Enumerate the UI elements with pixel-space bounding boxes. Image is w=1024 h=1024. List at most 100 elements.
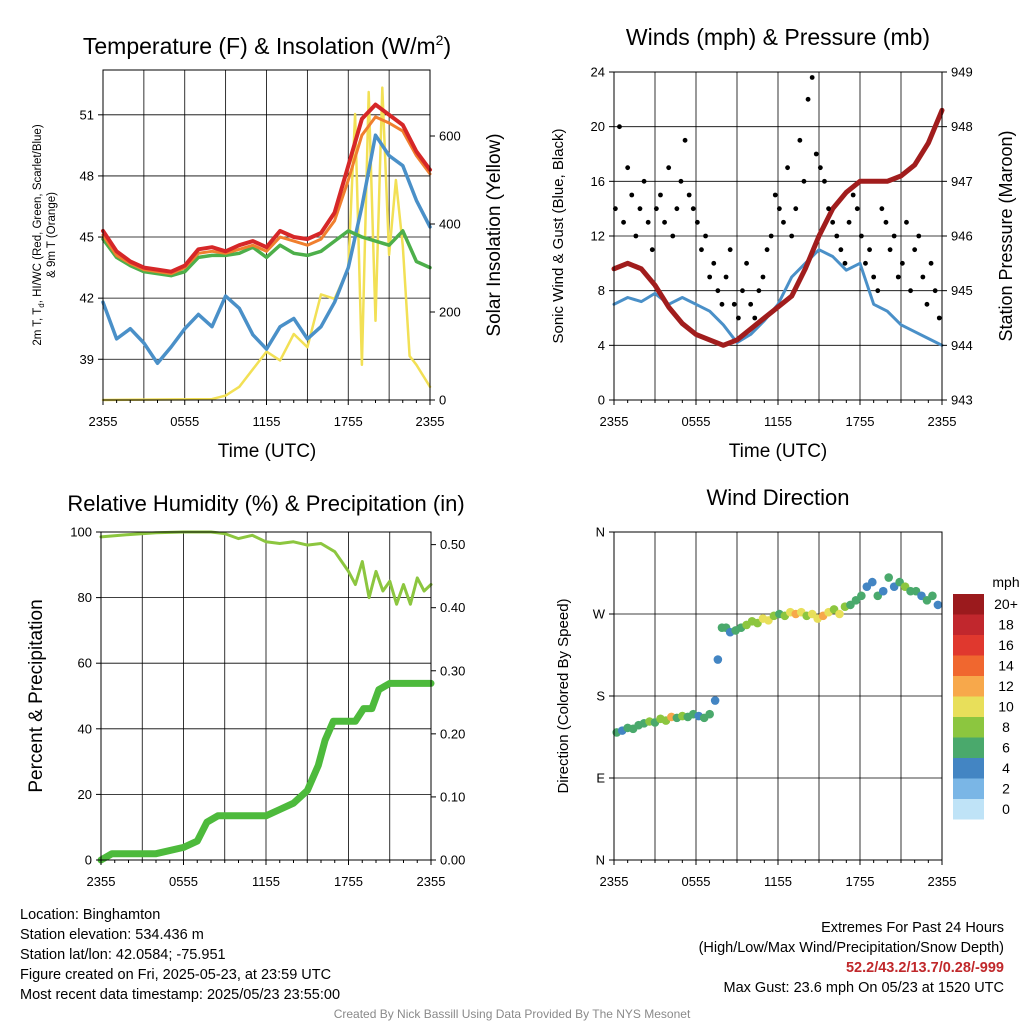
wind-gust-point (789, 233, 795, 239)
extremes-values: 52.2/43.2/13.7/0.28/-999 (845, 960, 1004, 976)
humidity-ylabel-left: Percent & Precipitation (26, 599, 47, 792)
humidity-series (97, 530, 435, 864)
temperature-xtick-label: 1755 (334, 414, 363, 429)
temperature-ylabel-right: Solar Insolation (Yellow) (484, 133, 505, 336)
winds-xlabel: Time (UTC) (729, 441, 828, 462)
wind-gust-point (658, 192, 663, 198)
humidity-ticks: 0 20 40 60 80 100 0.00 0.10 0.20 0.30 0.40 0.50 2355… (70, 525, 465, 890)
wind-gust-point (895, 274, 901, 280)
direction-ytick-label: W (593, 607, 606, 622)
wind-gust-point (756, 288, 762, 294)
colorbar-swatch (953, 737, 984, 758)
wind-gust-point (805, 96, 811, 102)
direction-xtick-label: 1155 (764, 874, 792, 889)
wind-gust-point (690, 206, 696, 212)
colorbar-swatch (953, 696, 984, 717)
wind-gust-point (813, 151, 819, 157)
direction-grid (614, 532, 942, 860)
winds-xtick-label: 0555 (682, 414, 711, 429)
created-text: Figure created on Fri, 2025-05-23, at 23… (20, 967, 332, 983)
wind-gust-point (904, 219, 909, 225)
wind-gust-point (887, 247, 893, 253)
wind-gust-point (850, 192, 856, 198)
humidity-humidity-line (99, 530, 433, 606)
wind-gust-point (772, 192, 778, 198)
wind-gust-point (674, 206, 680, 212)
recent-data-text: Most recent data timestamp: 2025/05/23 2… (20, 987, 341, 1003)
wind-gust-point (662, 219, 667, 225)
winds-ylabel-left: Sonic Wind & Gust (Blue, Black) (550, 128, 567, 343)
wind-gust-point (830, 219, 836, 225)
temperature-ytick-label: 48 (80, 168, 94, 183)
temperature-ytick-label: 51 (80, 107, 94, 122)
winds-xtick-label: 1155 (764, 414, 792, 429)
colorbar-level-label: 8 (1002, 719, 1010, 735)
winds-title: Winds (mph) & Pressure (mb) (626, 24, 930, 50)
humidity-ytick-right-label: 0.10 (440, 789, 465, 804)
speed-colorbar: mph 20+ 18 16 14 12 10 8 6 4 2 0 (953, 574, 1020, 820)
wind-gust-point (629, 192, 635, 198)
direction-series (612, 573, 943, 737)
humidity-precipitation-line (97, 679, 435, 864)
temperature-ytick-right-label: 0 (439, 393, 446, 408)
humidity-ytick-right-label: 0.00 (440, 853, 465, 868)
direction-panel: Wind Direction N E S W N 2355 0555 1155 1755 2355… (555, 485, 1020, 889)
wind-gust-point (637, 206, 643, 212)
direction-xtick-label: 0555 (682, 874, 711, 889)
direction-point (878, 586, 888, 596)
winds-ytick-label: 4 (598, 338, 605, 353)
humidity-title: Relative Humidity (%) & Precipitation (i… (67, 491, 464, 516)
colorbar-level-label: 4 (1002, 760, 1010, 776)
wind-gust-point (842, 260, 848, 266)
wind-gust-point (936, 315, 942, 321)
direction-ytick-label: N (596, 525, 605, 540)
temperature-panel: Temperature (F) & Insolation (W/m2) 39 42… (32, 32, 505, 462)
colorbar-level-label: 14 (998, 658, 1014, 674)
temperature-ytick-right-label: 600 (439, 129, 461, 144)
temperature-ylabel-left: 2m T, Td, HI/WC (Red, Green, Scarlet/Blu… (32, 124, 46, 345)
winds-ytick-right-label: 946 (951, 229, 973, 244)
winds-series (611, 75, 945, 348)
wind-gust-point (776, 206, 782, 212)
winds-ytick-right-label: 948 (951, 119, 973, 134)
colorbar-level-label: 10 (998, 699, 1014, 715)
wind-gust-point (912, 247, 918, 253)
colorbar-swatch (953, 778, 984, 799)
direction-point (710, 696, 720, 705)
colorbar-swatch (953, 758, 984, 779)
wind-gust-point (707, 274, 713, 280)
wind-gust-point (711, 260, 717, 266)
temperature-grid (103, 70, 430, 400)
wind-gust-point (826, 206, 831, 212)
direction-point (857, 591, 866, 601)
location-text: Location: Binghamton (20, 907, 161, 923)
temperature-ytick-label: 45 (80, 230, 94, 245)
wind-gust-point (793, 206, 799, 212)
elevation-text: Station elevation: 534.436 m (20, 927, 204, 943)
direction-point (835, 609, 844, 619)
wind-gust-point (727, 247, 733, 253)
wind-gust-point (694, 219, 700, 225)
wind-gust-point (653, 206, 659, 212)
wind-gust-point (670, 233, 676, 239)
colorbar-level-label: 0 (1002, 801, 1010, 817)
wind-gust-point (834, 233, 840, 239)
wind-gust-point (908, 288, 913, 294)
humidity-ytick-label: 40 (78, 721, 92, 736)
temperature-dewpoint-line (101, 133, 432, 366)
colorbar-swatch (953, 635, 984, 656)
direction-title: Wind Direction (706, 485, 849, 510)
wind-gust-point (719, 301, 725, 307)
colorbar-level-label: 12 (998, 678, 1014, 694)
temperature-xtick-label: 0555 (170, 414, 199, 429)
direction-point (928, 591, 937, 601)
winds-ylabel-right: Station Pressure (Maroon) (996, 130, 1016, 341)
humidity-xtick-label: 1155 (252, 874, 280, 889)
humidity-ytick-right-label: 0.20 (440, 726, 465, 741)
wind-gust-point (768, 233, 774, 239)
winds-ytick-label: 8 (598, 283, 605, 298)
wind-gust-point (764, 247, 770, 253)
colorbar-swatch (953, 655, 984, 676)
wind-gust-point (731, 301, 737, 307)
